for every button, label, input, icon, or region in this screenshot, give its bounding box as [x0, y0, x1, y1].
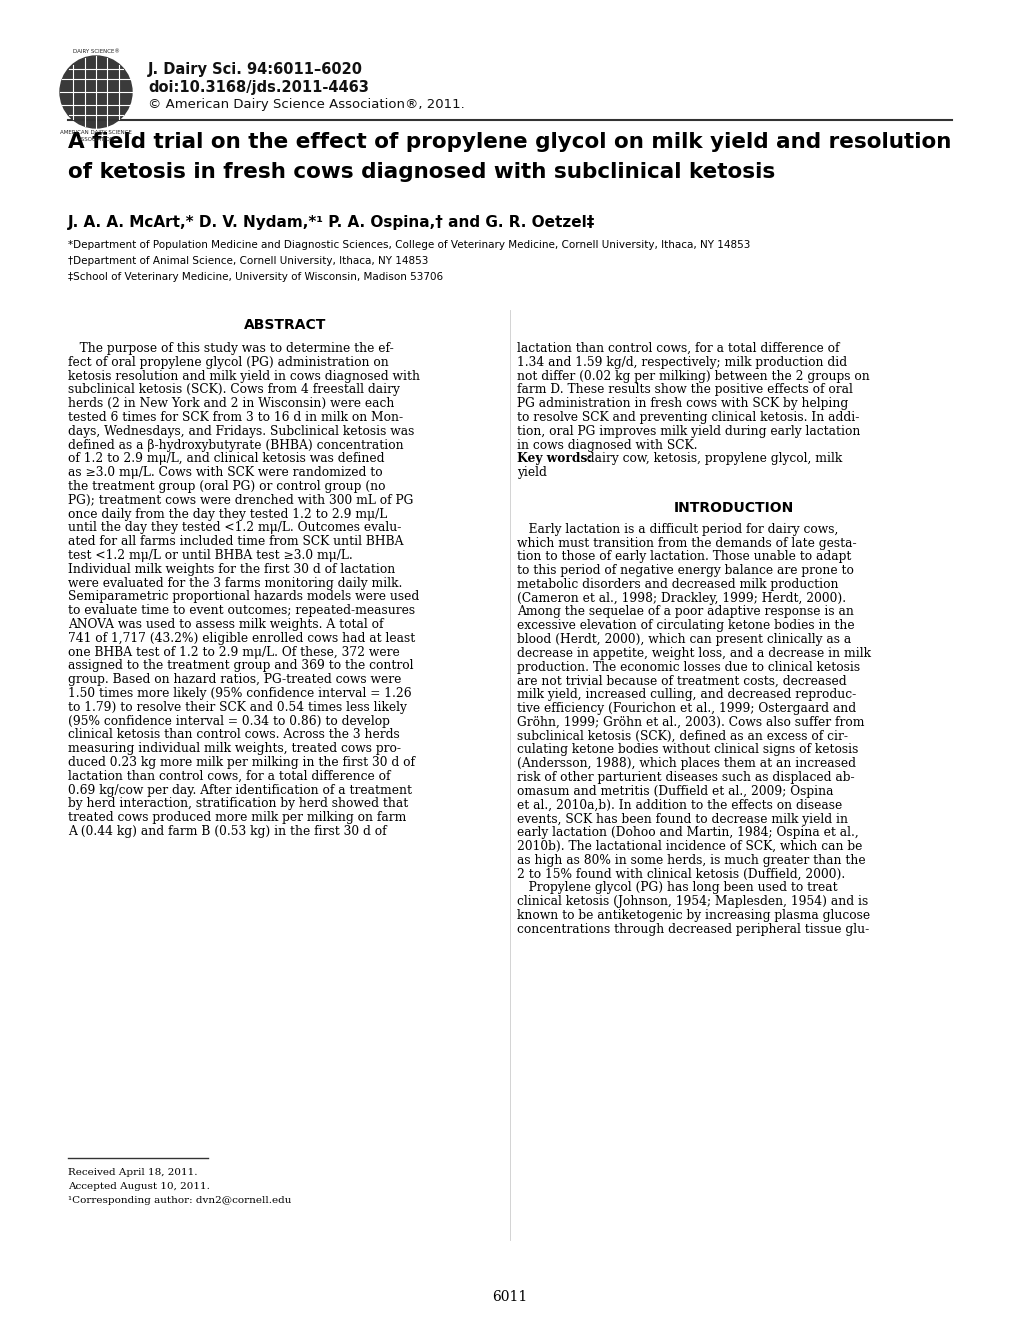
Text: PG); treatment cows were drenched with 300 mL of PG: PG); treatment cows were drenched with 3… — [68, 494, 413, 507]
Text: ASSOCIATION: ASSOCIATION — [77, 137, 114, 143]
Text: lactation than control cows, for a total difference of: lactation than control cows, for a total… — [517, 342, 839, 355]
Text: A field trial on the effect of propylene glycol on milk yield and resolution: A field trial on the effect of propylene… — [68, 132, 951, 152]
Text: Semiparametric proportional hazards models were used: Semiparametric proportional hazards mode… — [68, 590, 419, 603]
Text: tive efficiency (Fourichon et al., 1999; Ostergaard and: tive efficiency (Fourichon et al., 1999;… — [517, 702, 855, 715]
Text: known to be antiketogenic by increasing plasma glucose: known to be antiketogenic by increasing … — [517, 909, 869, 923]
Text: concentrations through decreased peripheral tissue glu-: concentrations through decreased periphe… — [517, 923, 868, 936]
Text: Early lactation is a difficult period for dairy cows,: Early lactation is a difficult period fo… — [517, 523, 838, 536]
Text: not differ (0.02 kg per milking) between the 2 groups on: not differ (0.02 kg per milking) between… — [517, 370, 869, 383]
Text: are not trivial because of treatment costs, decreased: are not trivial because of treatment cos… — [517, 675, 846, 688]
Text: ketosis resolution and milk yield in cows diagnosed with: ketosis resolution and milk yield in cow… — [68, 370, 420, 383]
Text: clinical ketosis than control cows. Across the 3 herds: clinical ketosis than control cows. Acro… — [68, 729, 399, 742]
Text: excessive elevation of circulating ketone bodies in the: excessive elevation of circulating keton… — [517, 619, 854, 632]
Text: group. Based on hazard ratios, PG-treated cows were: group. Based on hazard ratios, PG-treate… — [68, 673, 401, 686]
Text: yield: yield — [517, 466, 546, 479]
Text: (Cameron et al., 1998; Drackley, 1999; Herdt, 2000).: (Cameron et al., 1998; Drackley, 1999; H… — [517, 591, 846, 605]
Text: (95% confidence interval = 0.34 to 0.86) to develop: (95% confidence interval = 0.34 to 0.86)… — [68, 714, 389, 727]
Text: which must transition from the demands of late gesta-: which must transition from the demands o… — [517, 536, 856, 549]
Text: culating ketone bodies without clinical signs of ketosis: culating ketone bodies without clinical … — [517, 743, 858, 756]
Text: 0.69 kg/cow per day. After identification of a treatment: 0.69 kg/cow per day. After identificatio… — [68, 784, 412, 796]
Text: omasum and metritis (Duffield et al., 2009; Ospina: omasum and metritis (Duffield et al., 20… — [517, 785, 833, 797]
Text: to 1.79) to resolve their SCK and 0.54 times less likely: to 1.79) to resolve their SCK and 0.54 t… — [68, 701, 407, 714]
Text: of ketosis in fresh cows diagnosed with subclinical ketosis: of ketosis in fresh cows diagnosed with … — [68, 162, 774, 182]
Text: metabolic disorders and decreased milk production: metabolic disorders and decreased milk p… — [517, 578, 838, 591]
Text: tion, oral PG improves milk yield during early lactation: tion, oral PG improves milk yield during… — [517, 425, 860, 438]
Text: to resolve SCK and preventing clinical ketosis. In addi-: to resolve SCK and preventing clinical k… — [517, 411, 859, 424]
Text: Propylene glycol (PG) has long been used to treat: Propylene glycol (PG) has long been used… — [517, 882, 837, 895]
Text: until the day they tested <1.2 mμ/L. Outcomes evalu-: until the day they tested <1.2 mμ/L. Out… — [68, 521, 401, 535]
Text: as ≥3.0 mμ/L. Cows with SCK were randomized to: as ≥3.0 mμ/L. Cows with SCK were randomi… — [68, 466, 382, 479]
Text: †Department of Animal Science, Cornell University, Ithaca, NY 14853: †Department of Animal Science, Cornell U… — [68, 256, 428, 267]
Text: once daily from the day they tested 1.2 to 2.9 mμ/L: once daily from the day they tested 1.2 … — [68, 508, 387, 520]
Text: dairy cow, ketosis, propylene glycol, milk: dairy cow, ketosis, propylene glycol, mi… — [579, 453, 842, 466]
Text: farm D. These results show the positive effects of oral: farm D. These results show the positive … — [517, 383, 852, 396]
Text: milk yield, increased culling, and decreased reproduc-: milk yield, increased culling, and decre… — [517, 688, 855, 701]
Text: one BHBA test of 1.2 to 2.9 mμ/L. Of these, 372 were: one BHBA test of 1.2 to 2.9 mμ/L. Of the… — [68, 645, 399, 659]
Text: 2 to 15% found with clinical ketosis (Duffield, 2000).: 2 to 15% found with clinical ketosis (Du… — [517, 867, 845, 880]
Text: Among the sequelae of a poor adaptive response is an: Among the sequelae of a poor adaptive re… — [517, 606, 853, 619]
Text: tion to those of early lactation. Those unable to adapt: tion to those of early lactation. Those … — [517, 550, 851, 564]
Text: to evaluate time to event outcomes; repeated-measures: to evaluate time to event outcomes; repe… — [68, 605, 415, 618]
Text: subclinical ketosis (SCK), defined as an excess of cir-: subclinical ketosis (SCK), defined as an… — [517, 730, 847, 743]
Text: decrease in appetite, weight loss, and a decrease in milk: decrease in appetite, weight loss, and a… — [517, 647, 870, 660]
Text: DAIRY SCIENCE®: DAIRY SCIENCE® — [72, 49, 119, 54]
Text: AMERICAN DAIRY SCIENCE: AMERICAN DAIRY SCIENCE — [60, 129, 131, 135]
Text: subclinical ketosis (SCK). Cows from 4 freestall dairy: subclinical ketosis (SCK). Cows from 4 f… — [68, 383, 399, 396]
Text: ated for all farms included time from SCK until BHBA: ated for all farms included time from SC… — [68, 535, 404, 548]
Text: treated cows produced more milk per milking on farm: treated cows produced more milk per milk… — [68, 812, 406, 824]
Text: PG administration in fresh cows with SCK by helping: PG administration in fresh cows with SCK… — [517, 397, 848, 411]
Text: 6011: 6011 — [492, 1290, 527, 1304]
Text: tested 6 times for SCK from 3 to 16 d in milk on Mon-: tested 6 times for SCK from 3 to 16 d in… — [68, 411, 403, 424]
Text: by herd interaction, stratification by herd showed that: by herd interaction, stratification by h… — [68, 797, 408, 810]
Text: Individual milk weights for the first 30 d of lactation: Individual milk weights for the first 30… — [68, 562, 395, 576]
Text: Gröhn, 1999; Gröhn et al., 2003). Cows also suffer from: Gröhn, 1999; Gröhn et al., 2003). Cows a… — [517, 715, 864, 729]
Text: © American Dairy Science Association®, 2011.: © American Dairy Science Association®, 2… — [148, 98, 465, 111]
Text: as high as 80% in some herds, is much greater than the: as high as 80% in some herds, is much gr… — [517, 854, 865, 867]
Text: ANOVA was used to assess milk weights. A total of: ANOVA was used to assess milk weights. A… — [68, 618, 383, 631]
Text: *Department of Population Medicine and Diagnostic Sciences, College of Veterinar: *Department of Population Medicine and D… — [68, 240, 750, 249]
Text: measuring individual milk weights, treated cows pro-: measuring individual milk weights, treat… — [68, 742, 400, 755]
Text: INTRODUCTION: INTRODUCTION — [674, 500, 794, 515]
Text: ‡School of Veterinary Medicine, University of Wisconsin, Madison 53706: ‡School of Veterinary Medicine, Universi… — [68, 272, 442, 282]
Text: ABSTRACT: ABSTRACT — [244, 318, 326, 333]
Text: were evaluated for the 3 farms monitoring daily milk.: were evaluated for the 3 farms monitorin… — [68, 577, 401, 590]
Text: in cows diagnosed with SCK.: in cows diagnosed with SCK. — [517, 438, 697, 451]
Text: 741 of 1,717 (43.2%) eligible enrolled cows had at least: 741 of 1,717 (43.2%) eligible enrolled c… — [68, 632, 415, 644]
Text: 1.34 and 1.59 kg/d, respectively; milk production did: 1.34 and 1.59 kg/d, respectively; milk p… — [517, 356, 847, 368]
Text: the treatment group (oral PG) or control group (no: the treatment group (oral PG) or control… — [68, 480, 385, 492]
Text: et al., 2010a,b). In addition to the effects on disease: et al., 2010a,b). In addition to the eff… — [517, 799, 842, 812]
Text: A (0.44 kg) and farm B (0.53 kg) in the first 30 d of: A (0.44 kg) and farm B (0.53 kg) in the … — [68, 825, 386, 838]
Text: duced 0.23 kg more milk per milking in the first 30 d of: duced 0.23 kg more milk per milking in t… — [68, 756, 415, 770]
Text: (Andersson, 1988), which places them at an increased: (Andersson, 1988), which places them at … — [517, 758, 855, 771]
Text: The purpose of this study was to determine the ef-: The purpose of this study was to determi… — [68, 342, 393, 355]
Text: J. Dairy Sci. 94:6011–6020: J. Dairy Sci. 94:6011–6020 — [148, 62, 363, 77]
Text: of 1.2 to 2.9 mμ/L, and clinical ketosis was defined: of 1.2 to 2.9 mμ/L, and clinical ketosis… — [68, 453, 384, 466]
Text: days, Wednesdays, and Fridays. Subclinical ketosis was: days, Wednesdays, and Fridays. Subclinic… — [68, 425, 414, 438]
Text: defined as a β-hydroxybutyrate (BHBA) concentration: defined as a β-hydroxybutyrate (BHBA) co… — [68, 438, 404, 451]
Text: test <1.2 mμ/L or until BHBA test ≥3.0 mμ/L.: test <1.2 mμ/L or until BHBA test ≥3.0 m… — [68, 549, 353, 562]
Text: to this period of negative energy balance are prone to: to this period of negative energy balanc… — [517, 564, 853, 577]
Text: Received April 18, 2011.: Received April 18, 2011. — [68, 1168, 198, 1177]
Circle shape — [60, 55, 131, 128]
Text: ¹Corresponding author: dvn2@cornell.edu: ¹Corresponding author: dvn2@cornell.edu — [68, 1196, 291, 1205]
Text: production. The economic losses due to clinical ketosis: production. The economic losses due to c… — [517, 661, 859, 673]
Text: early lactation (Dohoo and Martin, 1984; Ospina et al.,: early lactation (Dohoo and Martin, 1984;… — [517, 826, 858, 840]
Text: lactation than control cows, for a total difference of: lactation than control cows, for a total… — [68, 770, 390, 783]
Text: 2010b). The lactational incidence of SCK, which can be: 2010b). The lactational incidence of SCK… — [517, 840, 861, 853]
Text: doi:10.3168/jds.2011-4463: doi:10.3168/jds.2011-4463 — [148, 81, 369, 95]
Text: Accepted August 10, 2011.: Accepted August 10, 2011. — [68, 1181, 210, 1191]
Text: clinical ketosis (Johnson, 1954; Maplesden, 1954) and is: clinical ketosis (Johnson, 1954; Maplesd… — [517, 895, 867, 908]
Text: herds (2 in New York and 2 in Wisconsin) were each: herds (2 in New York and 2 in Wisconsin)… — [68, 397, 394, 411]
Text: 1.50 times more likely (95% confidence interval = 1.26: 1.50 times more likely (95% confidence i… — [68, 686, 412, 700]
Text: Key words:: Key words: — [517, 453, 591, 466]
Text: risk of other parturient diseases such as displaced ab-: risk of other parturient diseases such a… — [517, 771, 854, 784]
Text: fect of oral propylene glycol (PG) administration on: fect of oral propylene glycol (PG) admin… — [68, 356, 388, 368]
Text: assigned to the treatment group and 369 to the control: assigned to the treatment group and 369 … — [68, 660, 413, 672]
Text: blood (Herdt, 2000), which can present clinically as a: blood (Herdt, 2000), which can present c… — [517, 634, 851, 645]
Text: J. A. A. McArt,* D. V. Nydam,*¹ P. A. Ospina,† and G. R. Oetzel‡: J. A. A. McArt,* D. V. Nydam,*¹ P. A. Os… — [68, 215, 595, 230]
Text: events, SCK has been found to decrease milk yield in: events, SCK has been found to decrease m… — [517, 813, 847, 825]
